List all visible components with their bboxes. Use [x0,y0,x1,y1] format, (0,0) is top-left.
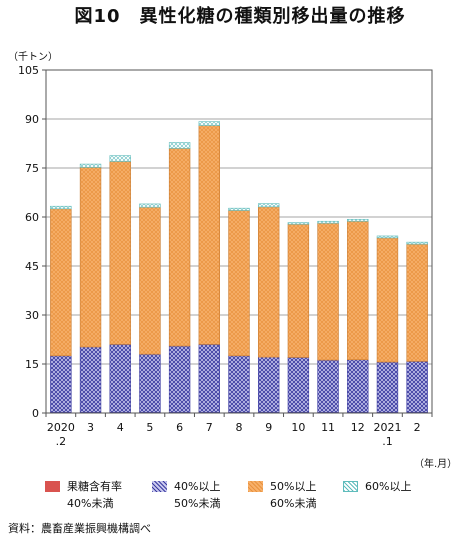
bar-segment-60-plus [317,220,339,224]
bar-segment-50-60 [109,161,131,345]
bar-segment-40-50 [257,356,280,413]
bar-segment-40-50 [168,345,191,413]
bar-segment-50-60 [50,208,72,357]
bar-segment-60-plus [347,218,369,222]
y-tick-label: 90 [25,113,39,126]
bar-segment-50-60 [228,210,250,357]
bar-segment-50-60 [406,243,428,362]
bar-segment-50-60 [347,220,369,361]
legend-swatch [45,481,60,492]
bar-segment-50-60 [287,223,310,358]
bar-segment-60-plus [50,205,72,210]
x-tick-label: .2 [56,435,67,448]
bar-segment-60-plus [287,222,310,225]
legend-label: 40%以上 [174,480,221,493]
y-tick-label: 0 [32,407,39,420]
source-note: 資料：農畜産業振興機構調べ [8,522,151,535]
x-tick-label: 6 [176,421,183,434]
legend-label: 50%以上 [270,480,317,493]
bar-segment-50-60 [139,206,161,355]
x-tick-label: 7 [206,421,213,434]
x-tick-label: 10 [291,421,305,434]
legend: 果糖含有率 40%未満 40%以上 50%未満 50%以上 60%未満 60%以… [0,476,458,516]
bar-segment-60-plus [198,121,221,126]
x-tick-label: 4 [117,421,124,434]
chart-title: 図10 異性化糖の種類別移出量の推移 [74,6,406,27]
bar-segment-60-plus [79,163,102,168]
bar-segment-50-60 [317,222,339,361]
y-axis-unit-label: （千トン） [8,52,58,63]
bar-segment-40-50 [287,357,310,413]
x-tick-label: 11 [321,421,335,434]
bar-segment-50-60 [168,148,191,347]
legend-label: 50%未満 [174,497,221,510]
legend-label: 果糖含有率 [67,480,122,493]
bar-segment-50-60 [79,167,102,348]
bar-segment-40-50 [376,361,399,413]
y-tick-label: 75 [25,162,39,175]
x-tick-label: .1 [382,435,393,448]
legend-swatch [248,481,263,492]
bar-segment-60-plus [109,155,131,162]
legend-label: 40%未満 [67,497,114,510]
y-tick-label: 30 [25,309,39,322]
y-tick-label: 45 [25,260,39,273]
legend-swatch [343,481,358,492]
y-tick-label: 15 [25,358,39,371]
bar-segment-40-50 [228,355,250,413]
x-tick-label: 2020 [47,421,75,434]
x-axis-unit-label: （年.月） [414,459,458,470]
bar-segment-60-plus [376,235,399,239]
bar-segment-40-50 [198,344,221,413]
bar-segment-60-plus [139,203,161,208]
bar-segment-40-50 [139,353,161,413]
bar-segment-50-60 [198,125,221,345]
bar-segment-50-60 [257,206,280,358]
y-tick-label: 60 [25,211,39,224]
legend-label: 60%未満 [270,497,317,510]
x-tick-label: 2021 [373,421,401,434]
y-tick-label: 105 [18,64,39,77]
bar-segment-60-plus [257,203,280,208]
bar-segment-40-50 [347,359,369,413]
bar-segment-40-50 [50,355,72,413]
legend-swatch [152,481,167,492]
bar-segment-40-50 [406,361,428,413]
x-tick-label: 2 [414,421,421,434]
bar-segment-40-50 [317,359,339,413]
x-tick-label: 12 [351,421,365,434]
legend-label: 60%以上 [365,480,412,493]
bar-segment-60-plus [228,207,250,211]
x-tick-label: 9 [265,421,272,434]
bar-segment-50-60 [376,237,399,363]
x-tick-label: 8 [236,421,243,434]
bar-segment-40-50 [79,346,102,413]
plot-frame [45,69,433,414]
bars [50,121,428,414]
x-tick-label: 5 [146,421,153,434]
bar-segment-40-50 [109,344,131,413]
x-tick-label: 3 [87,421,94,434]
bar-segment-60-plus [168,142,191,149]
bar-segment-60-plus [406,241,428,245]
